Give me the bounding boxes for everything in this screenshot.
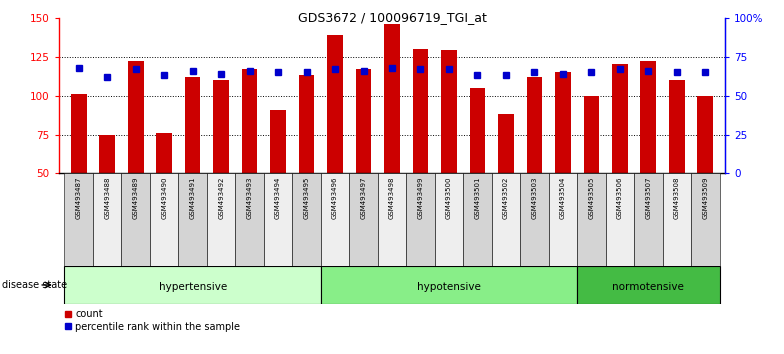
- Bar: [470, 88, 485, 251]
- Text: GSM493499: GSM493499: [417, 176, 423, 219]
- Bar: [179, 173, 207, 266]
- Text: GSM493506: GSM493506: [617, 176, 622, 219]
- Bar: [384, 24, 400, 251]
- Text: hypotensive: hypotensive: [417, 282, 481, 292]
- Text: GSM493488: GSM493488: [104, 176, 111, 219]
- Bar: [463, 173, 492, 266]
- Bar: [150, 173, 179, 266]
- Bar: [241, 69, 257, 251]
- Text: GSM493487: GSM493487: [76, 176, 82, 219]
- Bar: [213, 80, 229, 251]
- Bar: [434, 173, 463, 266]
- Bar: [156, 133, 172, 251]
- Bar: [207, 173, 235, 266]
- Bar: [406, 173, 434, 266]
- Bar: [122, 173, 150, 266]
- Bar: [549, 173, 577, 266]
- Text: GSM493498: GSM493498: [389, 176, 395, 219]
- Text: disease state: disease state: [2, 280, 67, 290]
- Bar: [641, 61, 656, 251]
- Bar: [235, 173, 264, 266]
- Text: GSM493504: GSM493504: [560, 176, 566, 219]
- Bar: [669, 80, 684, 251]
- Bar: [264, 173, 292, 266]
- Bar: [555, 72, 571, 251]
- Text: GSM493502: GSM493502: [503, 176, 509, 219]
- Bar: [691, 173, 720, 266]
- Bar: [93, 173, 122, 266]
- Text: GSM493497: GSM493497: [361, 176, 367, 219]
- Bar: [412, 49, 428, 251]
- Bar: [634, 173, 662, 266]
- Bar: [270, 110, 286, 251]
- Bar: [378, 173, 406, 266]
- Text: GSM493493: GSM493493: [247, 176, 252, 219]
- Bar: [321, 173, 350, 266]
- Bar: [527, 77, 543, 251]
- Bar: [185, 77, 201, 251]
- Text: GSM493496: GSM493496: [332, 176, 338, 219]
- Text: GSM493491: GSM493491: [190, 176, 196, 219]
- Text: GSM493494: GSM493494: [275, 176, 281, 219]
- Text: GSM493507: GSM493507: [645, 176, 652, 219]
- Bar: [498, 114, 514, 251]
- Bar: [128, 61, 143, 251]
- Bar: [100, 135, 115, 251]
- Text: GSM493492: GSM493492: [218, 176, 224, 219]
- Bar: [612, 64, 628, 251]
- Bar: [321, 266, 577, 304]
- Bar: [327, 35, 343, 251]
- Text: GSM493503: GSM493503: [532, 176, 537, 219]
- Bar: [441, 50, 457, 251]
- Bar: [64, 173, 93, 266]
- Bar: [577, 266, 720, 304]
- Bar: [292, 173, 321, 266]
- Bar: [520, 173, 549, 266]
- Bar: [492, 173, 520, 266]
- Text: normotensive: normotensive: [612, 282, 684, 292]
- Bar: [71, 94, 86, 251]
- Text: GSM493489: GSM493489: [132, 176, 139, 219]
- Bar: [64, 266, 321, 304]
- Bar: [605, 173, 634, 266]
- Bar: [698, 96, 713, 251]
- Text: GSM493509: GSM493509: [702, 176, 708, 219]
- Bar: [356, 69, 372, 251]
- Bar: [577, 173, 605, 266]
- Legend: count, percentile rank within the sample: count, percentile rank within the sample: [64, 309, 241, 332]
- Text: GSM493501: GSM493501: [474, 176, 481, 219]
- Text: GSM493508: GSM493508: [673, 176, 680, 219]
- Bar: [299, 75, 314, 251]
- Text: hypertensive: hypertensive: [158, 282, 227, 292]
- Text: GSM493495: GSM493495: [303, 176, 310, 219]
- Bar: [583, 96, 599, 251]
- Text: GSM493490: GSM493490: [162, 176, 167, 219]
- Text: GSM493505: GSM493505: [588, 176, 594, 219]
- Text: GSM493500: GSM493500: [446, 176, 452, 219]
- Text: GDS3672 / 100096719_TGI_at: GDS3672 / 100096719_TGI_at: [298, 11, 486, 24]
- Bar: [662, 173, 691, 266]
- Bar: [350, 173, 378, 266]
